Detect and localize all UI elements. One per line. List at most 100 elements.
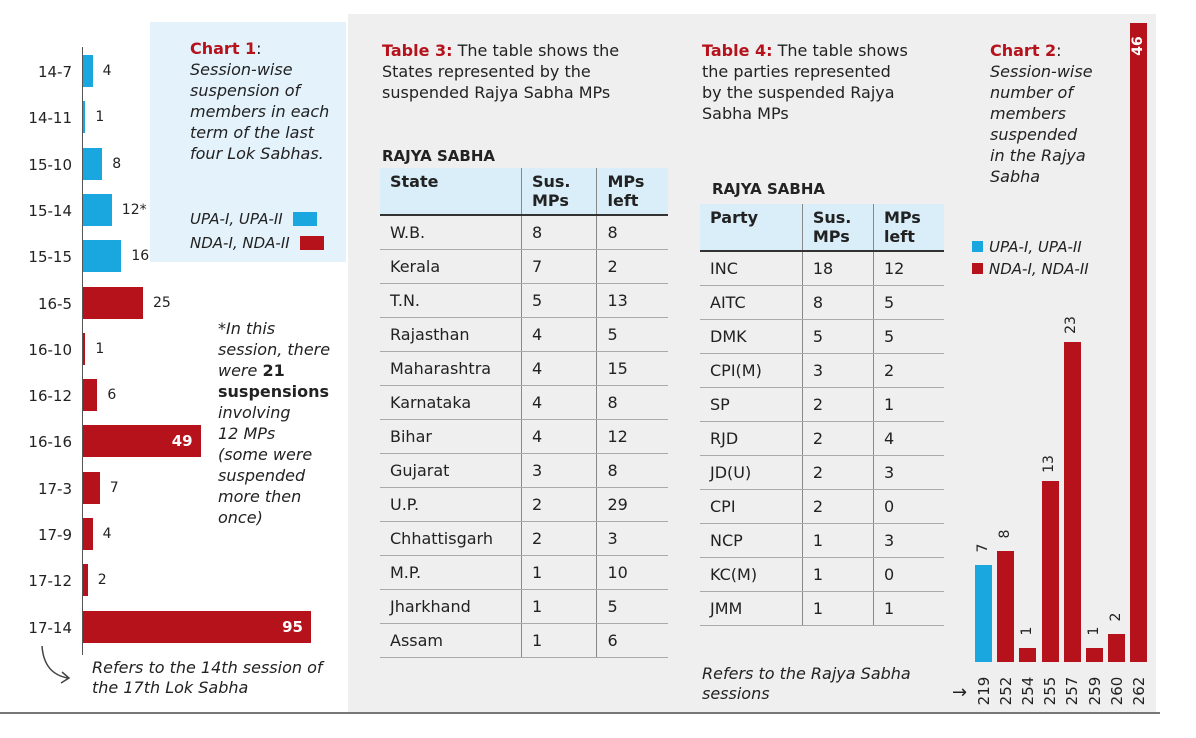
table-cell: 1 bbox=[872, 591, 944, 626]
chart1-value-label: 12* bbox=[121, 201, 147, 218]
chart1-value-label: 7 bbox=[109, 479, 119, 496]
table4-section-label: RAJYA SABHA bbox=[712, 180, 826, 198]
chart1-category-label: 16-5 bbox=[37, 294, 72, 313]
column-header: MPs left bbox=[872, 204, 944, 252]
table-cell: DMK bbox=[700, 319, 803, 354]
chart2-bar bbox=[975, 564, 992, 662]
chart2-caption-line: number of bbox=[990, 83, 1073, 102]
chart2-bar bbox=[1108, 634, 1126, 662]
note-line: session, there bbox=[218, 340, 331, 359]
table3-caption-line: States represented by the bbox=[382, 62, 591, 81]
chart2-value-label: 13 bbox=[1041, 455, 1058, 474]
table-cell: SP bbox=[700, 387, 803, 422]
legend-swatch-upa bbox=[292, 212, 317, 226]
table-cell: INC bbox=[700, 251, 803, 286]
chart2-value-label: 7 bbox=[974, 543, 991, 553]
table-row: NCP 1 3 bbox=[700, 523, 944, 558]
table-header-row: State Sus. MPs MPs left bbox=[380, 168, 668, 216]
table-cell: 4 bbox=[520, 385, 597, 420]
chart1-value-label: 1 bbox=[95, 109, 105, 126]
table-cell: 0 bbox=[872, 489, 944, 524]
chart1-bar bbox=[83, 55, 93, 87]
column-header: Party bbox=[700, 204, 803, 252]
table3-states: State Sus. MPs MPs left W.B. 8 8 Kerala 7 2 T.… bbox=[380, 168, 668, 658]
chart1-bar bbox=[83, 518, 93, 550]
table-cell: W.B. bbox=[380, 215, 522, 250]
table-cell: T.N. bbox=[380, 283, 522, 318]
legend-label: UPA-I, UPA-II bbox=[989, 238, 1082, 256]
chart1-bar bbox=[83, 193, 112, 226]
footnote-line: Refers to the 14th session of bbox=[92, 658, 323, 677]
table-cell: 4 bbox=[872, 421, 944, 456]
table-cell: 6 bbox=[596, 623, 668, 658]
table-cell: 15 bbox=[596, 351, 668, 386]
chart1-category-label: 14-11 bbox=[28, 109, 72, 128]
table-cell: CPI bbox=[700, 489, 803, 524]
table4-caption-line: the parties represented bbox=[702, 62, 891, 81]
legend-swatch-nda bbox=[972, 263, 983, 274]
column-header: State bbox=[380, 168, 522, 216]
chart1-value-label: 2 bbox=[97, 572, 107, 589]
note-count: 21 bbox=[262, 361, 285, 380]
chart2-value-label: 23 bbox=[1063, 316, 1080, 335]
chart1-bar bbox=[83, 564, 88, 597]
table-cell: 8 bbox=[801, 285, 874, 320]
table-cell: 4 bbox=[520, 317, 597, 352]
table3-title: Table 3: bbox=[382, 41, 453, 60]
table-cell: Assam bbox=[380, 623, 522, 658]
table-row: Chhattisgarh 2 3 bbox=[380, 521, 668, 556]
table-cell: 29 bbox=[596, 487, 668, 522]
chart1-note: *In this session, there were 21 suspensi… bbox=[218, 318, 348, 528]
chart1-bar bbox=[83, 332, 86, 365]
note-line: more then bbox=[218, 487, 302, 506]
chart1-category-label: 17-12 bbox=[28, 572, 72, 591]
table-row: Karnataka 4 8 bbox=[380, 385, 668, 420]
table-cell: 5 bbox=[596, 589, 668, 624]
table-cell: NCP bbox=[700, 523, 803, 558]
chart2-title: Chart 2 bbox=[990, 41, 1057, 60]
table-cell: 2 bbox=[801, 455, 874, 490]
chart1-value-label: 4 bbox=[102, 63, 112, 79]
table-cell: 5 bbox=[801, 319, 874, 354]
table-row: Gujarat 3 8 bbox=[380, 453, 668, 488]
chart1-caption-line: term of the last bbox=[190, 123, 315, 142]
table-cell: 2 bbox=[596, 249, 668, 284]
table-cell: Rajasthan bbox=[380, 317, 522, 352]
table-cell: 7 bbox=[520, 249, 597, 284]
chart2-category-label: 262 bbox=[1129, 676, 1148, 706]
table-cell: 2 bbox=[801, 489, 874, 524]
table-cell: JMM bbox=[700, 591, 803, 626]
note-line: were bbox=[218, 361, 263, 380]
chart2-bar bbox=[1130, 22, 1148, 662]
table-cell: 12 bbox=[596, 419, 668, 454]
chart1-bar bbox=[83, 379, 98, 412]
table-row: Rajasthan 4 5 bbox=[380, 317, 668, 352]
table4-caption-line: Sabha MPs bbox=[702, 104, 789, 123]
chart2-category-label: 219 bbox=[974, 676, 993, 706]
table-cell: Chhattisgarh bbox=[380, 521, 522, 556]
chart1-bar bbox=[83, 471, 100, 504]
table-row: DMK 5 5 bbox=[700, 319, 944, 354]
table-cell: 3 bbox=[596, 521, 668, 556]
chart1-bar bbox=[83, 101, 86, 134]
table-cell: 8 bbox=[596, 453, 668, 488]
chart2-category-label: 252 bbox=[996, 676, 1015, 706]
chart2-bar bbox=[1063, 342, 1081, 662]
table-row: SP 2 1 bbox=[700, 387, 944, 422]
table-cell: 3 bbox=[872, 523, 944, 558]
table-cell: 1 bbox=[801, 557, 874, 592]
table-cell: 3 bbox=[872, 455, 944, 490]
chart2-title-colon: : bbox=[1056, 41, 1062, 60]
table-row: Assam 1 6 bbox=[380, 623, 668, 658]
chart1-caption-line: members in each bbox=[190, 102, 330, 121]
table-cell: JD(U) bbox=[700, 455, 803, 490]
chart1-value-label: 1 bbox=[95, 340, 105, 357]
footnote-line: Refers to the Rajya Sabha bbox=[702, 664, 911, 683]
table-cell: 0 bbox=[872, 557, 944, 592]
chart2-category-label: 257 bbox=[1063, 676, 1082, 706]
note-line: 12 MPs bbox=[218, 424, 276, 443]
table-row: JMM 1 1 bbox=[700, 591, 944, 626]
table-row: JD(U) 2 3 bbox=[700, 455, 944, 490]
legend-label: UPA-I, UPA-II bbox=[190, 210, 283, 228]
table-row: AITC 8 5 bbox=[700, 285, 944, 320]
